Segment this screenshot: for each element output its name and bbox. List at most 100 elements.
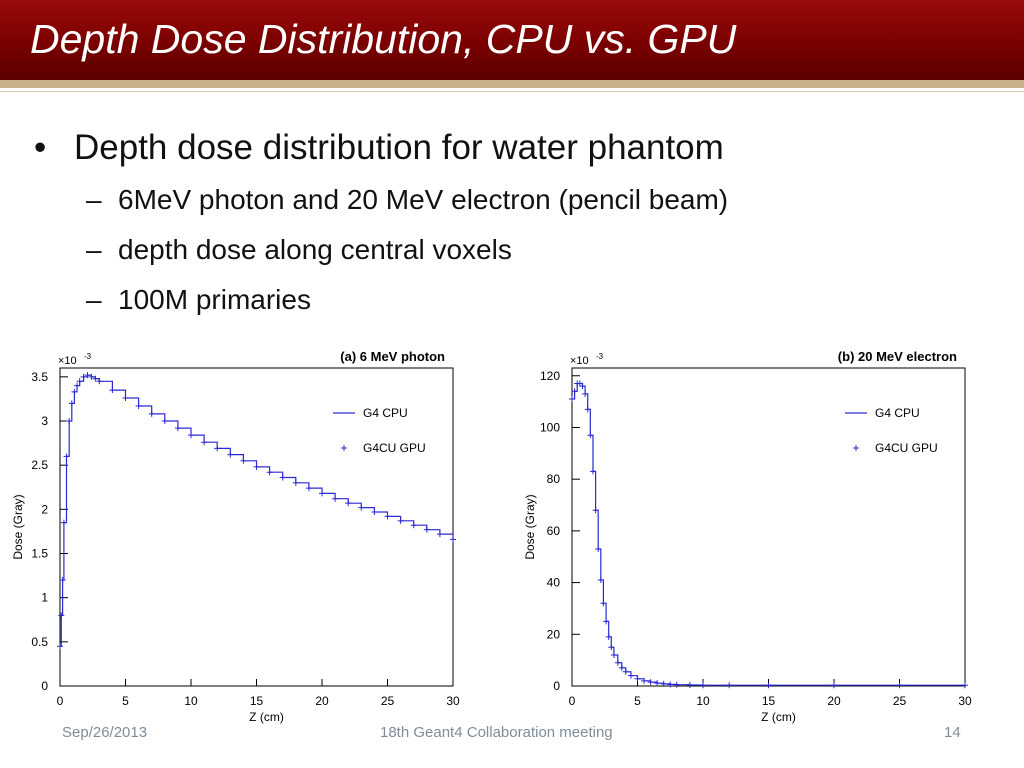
electron-gpu-marker bbox=[592, 507, 599, 514]
photon-x-tick-label: 10 bbox=[184, 694, 198, 708]
photon-gpu-marker bbox=[305, 485, 312, 492]
photon-gpu-marker bbox=[450, 536, 456, 543]
electron-gpu-marker bbox=[608, 644, 615, 651]
photon-y-exponent: -3 bbox=[84, 352, 92, 361]
electron-gpu-marker bbox=[584, 406, 591, 413]
electron-x-tick-label: 20 bbox=[827, 694, 841, 708]
electron-gpu-marker bbox=[765, 682, 772, 689]
electron-gpu-marker bbox=[667, 681, 674, 688]
photon-x-tick-label: 5 bbox=[122, 694, 129, 708]
title-bar bbox=[0, 0, 1024, 80]
footer-date: Sep/26/2013 bbox=[62, 724, 148, 741]
footer-event: 18th Geant4 Collaboration meeting bbox=[380, 724, 613, 741]
photon-gpu-marker bbox=[59, 577, 66, 583]
photon-y-tick-label: 2.5 bbox=[31, 458, 48, 472]
electron-gpu-marker bbox=[587, 432, 594, 439]
photon-gpu-marker bbox=[397, 517, 404, 524]
photon-legend-marker-swatch bbox=[341, 445, 347, 451]
electron-y-tick-label: 100 bbox=[540, 420, 560, 434]
electron-gpu-marker bbox=[673, 681, 680, 688]
sub-bullet-item: – depth dose along central voxels bbox=[86, 234, 512, 266]
electron-gpu-marker bbox=[589, 468, 596, 475]
sub-bullet-text: 100M primaries bbox=[118, 284, 311, 315]
photon-legend-label: G4 CPU bbox=[363, 406, 408, 420]
electron-y-tick-label: 20 bbox=[547, 627, 561, 641]
photon-chart: 0 5 10 15 20 25 30 0 0.5 1 1.5 2 2.5 3 3.5 (a) 6 MeV ph… bbox=[0, 340, 512, 725]
photon-gpu-marker bbox=[68, 400, 75, 407]
photon-y-tick-label: 0.5 bbox=[31, 635, 48, 649]
photon-x-axis-label: Z (cm) bbox=[249, 710, 284, 724]
photon-gpu-marker bbox=[76, 378, 83, 385]
electron-gpu-marker bbox=[647, 679, 654, 686]
photon-y-tick-label: 1.5 bbox=[31, 547, 48, 561]
electron-x-axis-label: Z (cm) bbox=[761, 710, 796, 724]
photon-gpu-marker bbox=[109, 387, 116, 394]
photon-title: (a) 6 MeV photon bbox=[340, 349, 445, 364]
slide-title: Depth Dose Distribution, CPU vs. GPU bbox=[30, 16, 737, 62]
photon-series-cpu-line bbox=[60, 374, 454, 647]
electron-gpu-marker bbox=[831, 682, 837, 689]
photon-gpu-marker bbox=[214, 445, 221, 452]
photon-x-tick-label: 15 bbox=[250, 694, 264, 708]
electron-y-tick-label: 0 bbox=[553, 679, 560, 693]
bullet-item: • Depth dose distribution for water phant… bbox=[34, 128, 724, 168]
accent-bar bbox=[0, 80, 1024, 88]
photon-gpu-marker bbox=[358, 504, 365, 511]
photon-chart-svg: 0 5 10 15 20 25 30 0 0.5 1 1.5 2 2.5 3 3.5 (a) 6 MeV ph… bbox=[11, 349, 460, 724]
photon-x-tick-label: 25 bbox=[381, 694, 395, 708]
electron-gpu-marker bbox=[600, 600, 607, 607]
electron-gpu-marker bbox=[576, 380, 583, 387]
photon-gpu-marker bbox=[240, 457, 247, 464]
electron-series-cpu-line bbox=[572, 382, 965, 686]
photon-y-tick-label: 2 bbox=[41, 502, 48, 516]
photon-gpu-marker bbox=[60, 519, 67, 526]
electron-gpu-marker bbox=[603, 618, 610, 625]
electron-gpu-marker bbox=[627, 672, 634, 679]
photon-gpu-marker bbox=[96, 378, 103, 385]
photon-legend-label: G4CU GPU bbox=[363, 441, 426, 455]
electron-y-tick-label: 80 bbox=[547, 472, 561, 486]
photon-gpu-marker bbox=[74, 382, 81, 389]
electron-x-tick-label: 15 bbox=[762, 694, 776, 708]
photon-gpu-marker bbox=[292, 479, 299, 486]
photon-gpu-marker bbox=[332, 495, 339, 502]
photon-x-tick-label: 20 bbox=[315, 694, 329, 708]
sub-bullet-text: depth dose along central voxels bbox=[118, 234, 512, 265]
electron-title: (b) 20 MeV electron bbox=[838, 349, 957, 364]
dash-icon: – bbox=[86, 284, 102, 315]
electron-gpu-marker bbox=[686, 681, 693, 688]
electron-x-tick-label: 5 bbox=[634, 694, 641, 708]
photon-gpu-marker bbox=[319, 490, 325, 497]
photon-gpu-marker bbox=[266, 469, 273, 476]
photon-gpu-marker bbox=[227, 451, 234, 458]
sub-bullet-item: –100M primaries bbox=[86, 284, 311, 316]
electron-x-tick-label: 10 bbox=[696, 694, 710, 708]
electron-gpu-marker bbox=[654, 680, 661, 687]
photon-x-tick-label: 30 bbox=[446, 694, 460, 708]
photon-gpu-marker bbox=[148, 410, 155, 417]
photon-gpu-marker bbox=[161, 418, 168, 424]
photon-gpu-marker bbox=[436, 531, 443, 538]
photon-y-axis-label: Dose (Gray) bbox=[11, 494, 25, 559]
electron-gpu-marker bbox=[660, 680, 667, 687]
photon-gpu-marker bbox=[58, 612, 65, 619]
bullet-list: • Depth dose distribution for water phant… bbox=[0, 0, 1024, 330]
photon-gpu-marker bbox=[57, 643, 63, 650]
dash-icon: – bbox=[86, 184, 102, 215]
photon-gpu-marker bbox=[92, 375, 99, 382]
photon-gpu-marker bbox=[371, 508, 378, 515]
electron-legend-label: G4 CPU bbox=[875, 406, 920, 420]
dash-icon: – bbox=[86, 234, 102, 265]
photon-gpu-marker bbox=[84, 372, 91, 379]
photon-y-multiplier: ×10 bbox=[58, 355, 77, 367]
photon-gpu-marker bbox=[80, 373, 87, 380]
electron-gpu-marker bbox=[641, 677, 648, 684]
electron-gpu-marker bbox=[700, 682, 706, 689]
electron-gpu-marker bbox=[569, 396, 575, 403]
photon-y-tick-label: 3.5 bbox=[31, 370, 48, 384]
electron-x-tick-label: 0 bbox=[569, 694, 576, 708]
electron-y-axis-label: Dose (Gray) bbox=[523, 494, 537, 559]
electron-chart-svg: 0 5 10 15 20 25 30 0 20 40 60 80 100 120 (b) 20 MeV el… bbox=[523, 349, 972, 724]
photon-gpu-marker bbox=[253, 463, 260, 470]
electron-gpu-marker bbox=[622, 668, 629, 675]
